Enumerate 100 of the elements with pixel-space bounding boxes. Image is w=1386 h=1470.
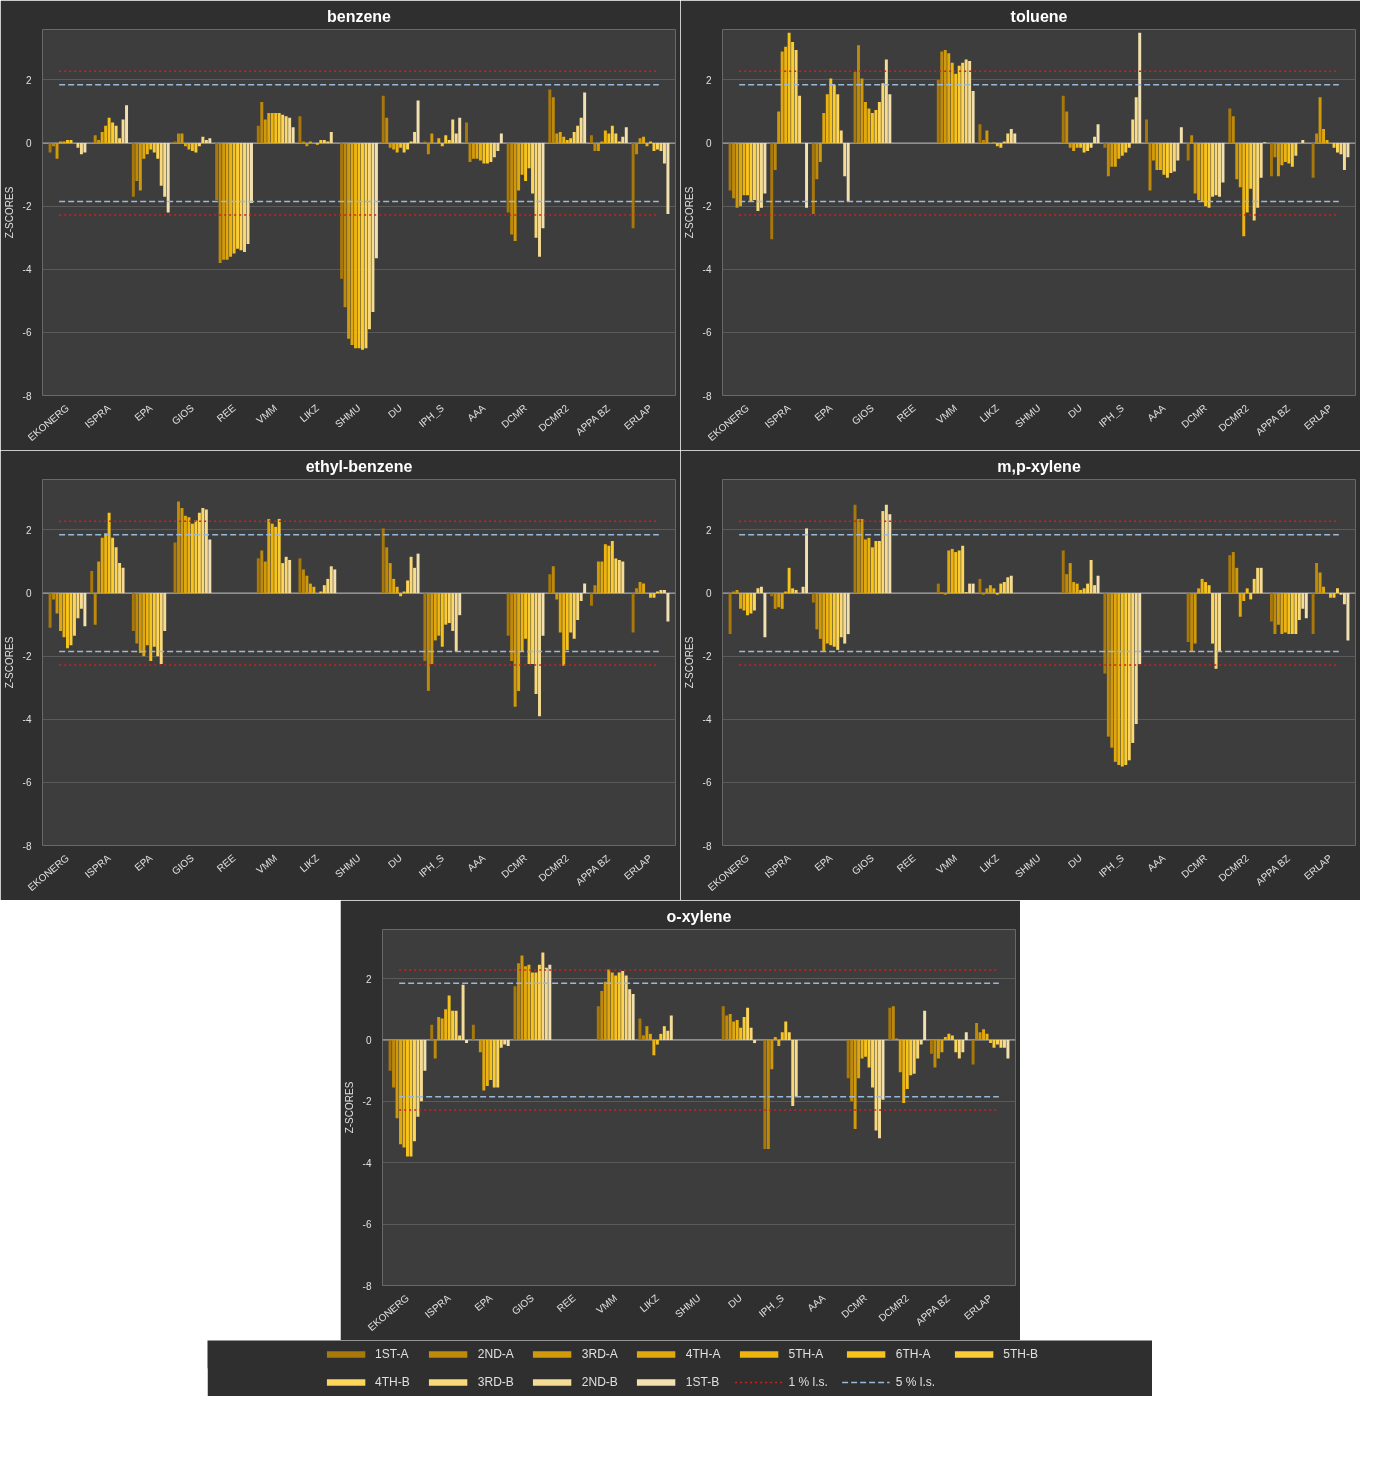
bar (631, 143, 635, 229)
bar (288, 117, 292, 144)
bar (1238, 593, 1242, 617)
bar (649, 593, 652, 598)
bar (815, 143, 819, 180)
bar (478, 1039, 482, 1053)
bar (846, 143, 850, 202)
bar (1315, 563, 1319, 594)
bar (815, 593, 819, 630)
bar (989, 1039, 992, 1044)
bar (388, 1039, 392, 1071)
bar (624, 127, 628, 144)
bar (905, 1039, 909, 1090)
x-tick-label: DU (1066, 852, 1085, 871)
bar (104, 125, 108, 144)
bar (1276, 143, 1280, 177)
bar (600, 561, 604, 594)
y-tick-label: 2 (705, 74, 712, 86)
bar (943, 1036, 947, 1040)
bar (97, 139, 101, 144)
y-axis-title: Z-SCORES (683, 186, 695, 239)
bar (281, 563, 285, 594)
bar (187, 517, 191, 594)
bar (589, 135, 593, 144)
bar (1294, 593, 1298, 635)
bar (416, 100, 420, 144)
bar (354, 143, 357, 349)
bar (777, 111, 781, 144)
bar (999, 143, 1003, 148)
bar (975, 1023, 979, 1040)
bar (454, 133, 458, 144)
bar (76, 593, 80, 619)
bar (426, 593, 430, 691)
bar (361, 143, 364, 350)
bar (489, 1039, 493, 1080)
bar (1093, 136, 1097, 144)
bar (1211, 593, 1215, 644)
bar (787, 567, 791, 594)
bar (621, 136, 625, 144)
bar (413, 132, 417, 144)
y-tick-label: -6 (22, 777, 32, 789)
bar (805, 528, 809, 594)
bar (55, 143, 59, 159)
bar (603, 130, 607, 144)
bar (860, 518, 864, 594)
bar (791, 1039, 795, 1106)
bar (465, 122, 468, 144)
chart-title: ethyl-benzene (305, 457, 413, 475)
bar (1106, 143, 1110, 177)
bar (867, 537, 871, 594)
bar (48, 143, 52, 153)
legend-label: 1 % l.s. (788, 1375, 828, 1389)
bar (638, 1018, 642, 1040)
bar (517, 143, 521, 191)
y-axis-title: Z-SCORES (3, 186, 15, 239)
legend-label: 1ST-B (685, 1375, 720, 1389)
bar (118, 138, 122, 144)
bar (576, 125, 580, 144)
bar (52, 593, 56, 600)
bar (399, 1039, 402, 1145)
bar (551, 566, 555, 594)
bar (763, 593, 767, 638)
bar (864, 1039, 868, 1057)
bar (426, 143, 430, 155)
bar (531, 593, 535, 665)
bar (527, 143, 531, 169)
bar (818, 593, 822, 639)
bar (871, 1039, 875, 1088)
bar (607, 133, 611, 144)
chart-title: m,p-xylene (997, 457, 1081, 475)
bar (1304, 593, 1308, 619)
bar (1245, 588, 1249, 594)
bar (1318, 97, 1322, 144)
bar (551, 97, 555, 144)
bar (631, 593, 635, 633)
bar (860, 78, 864, 144)
bar (784, 1021, 788, 1040)
bar (183, 515, 187, 594)
bar (1259, 143, 1263, 178)
bar (72, 593, 76, 636)
bar (451, 119, 455, 144)
bar (638, 138, 642, 144)
bar (406, 143, 410, 150)
bar (642, 583, 646, 594)
bar (1110, 593, 1114, 748)
y-tick-label: 0 (705, 588, 712, 600)
bar (548, 964, 552, 1040)
bar (971, 1039, 975, 1065)
bar (863, 539, 867, 594)
bar (1113, 593, 1117, 762)
legend-label: 2ND-A (477, 1347, 514, 1361)
bar (444, 135, 448, 144)
bar (197, 512, 201, 594)
bar (465, 1039, 469, 1044)
bar (544, 967, 548, 1040)
bar (829, 78, 833, 144)
bar (517, 963, 520, 1040)
bar (131, 143, 135, 197)
bar (839, 593, 843, 638)
bar (576, 593, 580, 620)
